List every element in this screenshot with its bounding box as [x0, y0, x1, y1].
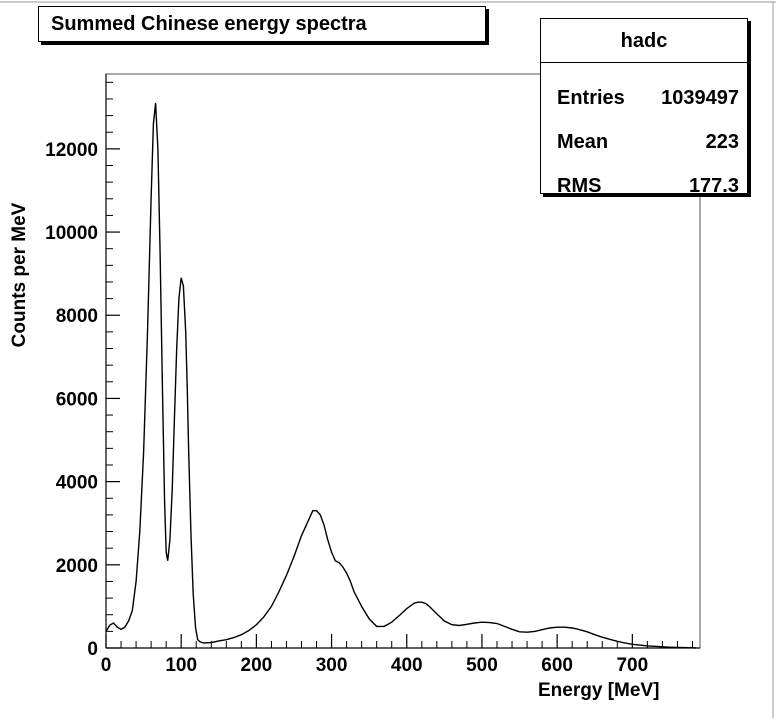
stats-row-entries: Entries 1039497	[541, 77, 747, 121]
y-tick-label: 8000	[56, 306, 98, 327]
y-tick-label: 6000	[56, 389, 98, 410]
y-tick-label: 10000	[45, 223, 98, 244]
y-tick-label: 2000	[56, 556, 98, 577]
stats-rms-value: 177.3	[688, 175, 739, 197]
x-axis: 0 100 200 300 400 500 600 700	[101, 634, 700, 676]
y-axis: 0 2000 4000 6000 8000 10000 12000	[45, 74, 120, 660]
x-tick-label: 100	[165, 655, 197, 676]
title-box: Summed Chinese energy spectra	[38, 6, 486, 42]
stats-row-mean: Mean 223	[541, 121, 747, 165]
x-tick-label: 600	[541, 655, 573, 676]
stats-mean-label: Mean	[557, 131, 609, 153]
stats-entries-label: Entries	[557, 87, 625, 109]
stats-row-rms: RMS 177.3	[541, 165, 747, 209]
stats-rms-label: RMS	[557, 175, 602, 197]
x-tick-label: 500	[466, 655, 498, 676]
x-tick-label: 200	[241, 655, 273, 676]
x-axis-label: Energy [MeV]	[538, 680, 660, 701]
chart-title: Summed Chinese energy spectra	[51, 13, 367, 35]
y-tick-label: 4000	[56, 473, 98, 494]
y-axis-label: Counts per MeV	[9, 202, 30, 348]
x-tick-label: 0	[101, 655, 112, 676]
y-tick-label: 0	[87, 639, 98, 660]
stats-entries-value: 1039497	[661, 87, 739, 109]
stats-name: hadc	[541, 19, 747, 63]
stats-mean-value: 223	[705, 131, 739, 153]
x-tick-label: 700	[616, 655, 648, 676]
x-tick-label: 400	[391, 655, 423, 676]
histogram-line	[105, 103, 697, 649]
x-tick-label: 300	[316, 655, 348, 676]
stats-box: hadc Entries 1039497 Mean 223 RMS 177.3	[540, 18, 748, 197]
y-tick-label: 12000	[45, 140, 98, 161]
